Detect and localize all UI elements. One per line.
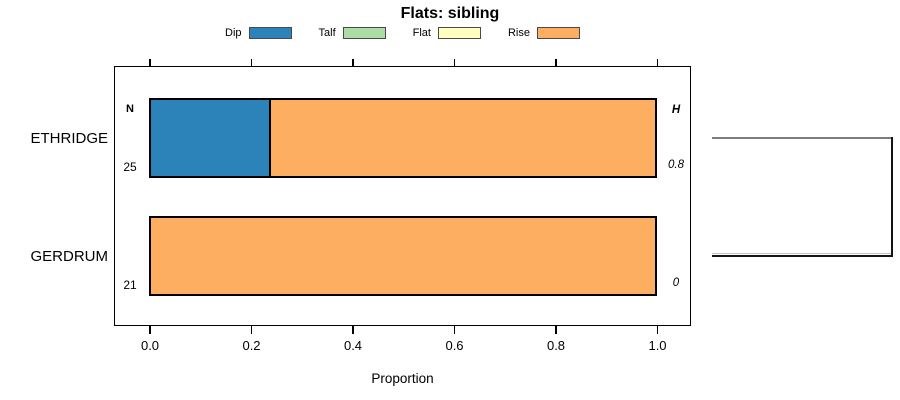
x-axis-bottom-tick: [149, 326, 151, 334]
legend-item-label: Talf: [318, 26, 336, 39]
legend-item-label: Rise: [507, 26, 530, 39]
chart-title: Flats: sibling: [400, 5, 500, 22]
x-axis-tick-label: 0.4: [343, 338, 363, 353]
x-axis-bottom-tick: [555, 326, 557, 334]
x-axis-tick-label: 0.6: [445, 338, 464, 353]
bar-segment-dip: [149, 98, 271, 178]
legend-swatch: [437, 27, 481, 39]
x-axis-top-tick: [656, 58, 659, 66]
bracket-bottom-gray-line: [712, 253, 892, 254]
bracket-vertical-line: [891, 137, 893, 257]
category-label: GERDRUM: [30, 248, 109, 265]
row-h-value: 0: [672, 277, 680, 289]
x-axis-tick-label: 1.0: [648, 338, 667, 353]
bracket-bottom-line: [712, 255, 893, 257]
x-axis-top-tick: [250, 58, 253, 66]
x-axis-bottom-tick: [250, 326, 253, 334]
x-axis-top-tick: [555, 58, 557, 66]
h-column-header: H: [671, 104, 681, 116]
x-axis-top-tick: [352, 58, 354, 66]
legend-swatch: [537, 27, 580, 39]
x-axis-tick-label: 0.2: [242, 338, 261, 353]
x-axis-top-tick: [149, 58, 151, 66]
legend-item: Flat: [413, 27, 481, 39]
legend-swatch: [248, 27, 292, 39]
bar-segment-rise: [269, 98, 657, 178]
x-axis-tick-label: 0.8: [546, 338, 566, 353]
x-axis-bottom-tick: [352, 326, 354, 334]
row-h-value: 0.8: [668, 159, 684, 171]
x-axis-bottom-tick: [656, 326, 659, 334]
legend-item-label: Dip: [225, 26, 242, 39]
legend-swatch: [342, 27, 386, 39]
row-n-value: 21: [123, 278, 137, 292]
x-axis-top-tick: [453, 58, 456, 66]
n-column-header: N: [126, 103, 134, 115]
category-label: ETHRIDGE: [30, 130, 108, 147]
row-n-value: 25: [123, 160, 137, 174]
legend-item: Dip: [225, 27, 292, 39]
x-axis-bottom-tick: [453, 326, 456, 334]
bar-segment-rise: [149, 216, 657, 296]
legend-item: Talf: [319, 27, 386, 39]
legend-item-label: Flat: [412, 26, 431, 39]
legend: Dip Talf Flat Rise: [114, 24, 691, 42]
bar-row: [149, 98, 657, 178]
x-axis-title: Proportion: [371, 371, 434, 386]
bar-row: [149, 216, 657, 296]
bracket-top-line: [712, 137, 892, 139]
x-axis-tick-label: 0.0: [140, 338, 160, 353]
legend-item: Rise: [508, 27, 580, 39]
